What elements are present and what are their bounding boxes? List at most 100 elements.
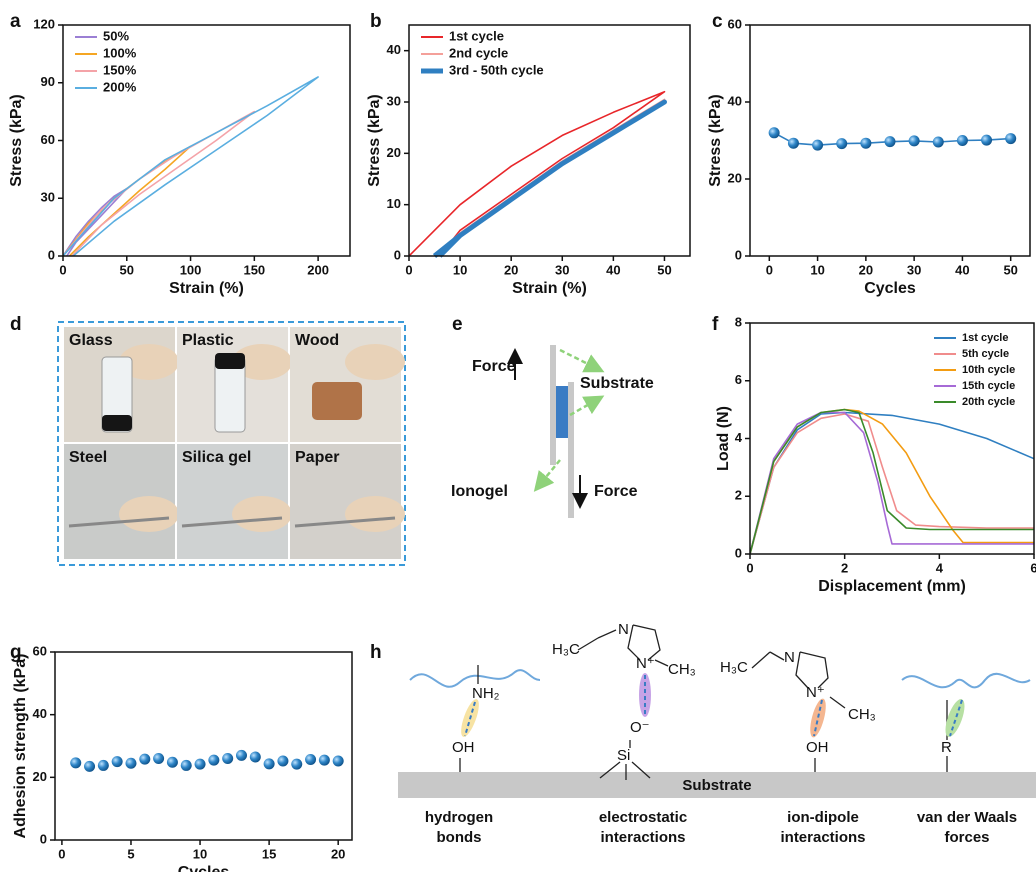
- x-tick-label: 10: [453, 262, 467, 277]
- label: Force: [472, 358, 516, 375]
- atom-label: Si: [617, 747, 630, 764]
- series-line: [432, 99, 667, 258]
- substrate-strip: [568, 382, 574, 518]
- plot-area: [409, 90, 667, 258]
- marker: [908, 135, 920, 147]
- panel-label: c: [712, 11, 723, 32]
- atom-label: N⁺: [806, 684, 825, 701]
- caption: ion-dipole: [787, 809, 859, 826]
- x-tick-label: 200: [307, 262, 329, 277]
- x-tick-label: 20: [331, 846, 345, 861]
- series-line: [63, 110, 256, 257]
- x-tick-label: 15: [262, 846, 276, 861]
- x-tick-label: 0: [58, 846, 65, 861]
- panel-label: a: [10, 11, 21, 32]
- marker: [1005, 133, 1017, 145]
- atoms: NH₂ OH H₃C N N⁺ CH₃ O⁻Si H₃C N N⁺ CH₃ OH R: [452, 621, 952, 764]
- x-axis-label: Strain (%): [169, 280, 244, 297]
- atom-label: CH₃: [848, 706, 876, 723]
- cap: [215, 353, 245, 369]
- x-tick-label: 150: [243, 262, 265, 277]
- y-tick-label: 20: [387, 145, 401, 160]
- y-tick-label: 0: [735, 247, 742, 262]
- marker: [787, 137, 799, 149]
- legend-label: 150%: [103, 62, 137, 77]
- marker: [332, 755, 344, 767]
- marker: [932, 136, 944, 148]
- plot-area: [70, 749, 344, 772]
- plot-area: [63, 76, 319, 257]
- panel-label: g: [10, 642, 22, 663]
- panel-label: d: [10, 314, 22, 335]
- caption: interactions: [780, 829, 865, 846]
- x-tick-label: 30: [555, 262, 569, 277]
- photo-label: Paper: [295, 449, 339, 466]
- x-tick-label: 50: [657, 262, 671, 277]
- y-tick-label: 60: [41, 132, 55, 147]
- interaction: [639, 673, 651, 717]
- x-tick-label: 50: [120, 262, 134, 277]
- marker: [768, 127, 780, 139]
- dashed-bonds: [464, 675, 963, 737]
- pointer: [569, 395, 605, 417]
- x-tick-label: 0: [746, 560, 753, 575]
- chart: c 0 10 20 30 40 50 0 20 40 60 Cycles Stress (kPa): [707, 11, 1031, 297]
- legend-label: 20th cycle: [962, 396, 1015, 408]
- atom-label: OH: [452, 739, 475, 756]
- x-tick-label: 2: [841, 560, 848, 575]
- marker: [305, 753, 317, 765]
- y-axis-label: Load (N): [715, 406, 732, 471]
- photo-label: Plastic: [182, 332, 234, 349]
- atom-label: CH₃: [668, 661, 696, 678]
- axes-frame: [408, 24, 691, 257]
- ionogel-layer: [556, 386, 568, 438]
- caption: bonds: [437, 829, 482, 846]
- ionogel: [102, 415, 132, 431]
- sheet: [68, 516, 170, 528]
- legend-label: 200%: [103, 79, 137, 94]
- hand: [232, 344, 292, 380]
- marker: [249, 751, 261, 763]
- legend-label: 50%: [103, 28, 129, 43]
- y-tick-label: 2: [735, 488, 742, 503]
- x-tick-label: 10: [810, 262, 824, 277]
- x-tick-label: 6: [1030, 560, 1036, 575]
- marker: [208, 754, 220, 766]
- y-axis-label: Stress (kPa): [8, 94, 25, 187]
- y-tick-label: 6: [735, 372, 742, 387]
- caption: van der Waals: [917, 809, 1017, 826]
- marker: [981, 134, 993, 146]
- marker: [125, 757, 137, 769]
- x-tick-label: 30: [907, 262, 921, 277]
- legend-label: 100%: [103, 45, 137, 60]
- atom-label: N: [618, 621, 629, 638]
- marker: [84, 760, 96, 772]
- atom-label: H₃C: [552, 641, 580, 658]
- sheet: [181, 516, 283, 528]
- marker: [139, 753, 151, 765]
- marker: [812, 139, 824, 151]
- y-tick-label: 90: [41, 74, 55, 89]
- y-tick-label: 30: [387, 93, 401, 108]
- atom-label: NH₂: [472, 685, 500, 702]
- pointer: [559, 348, 605, 373]
- series-line: [63, 145, 192, 257]
- label: Substrate: [580, 375, 654, 392]
- caption: electrostatic: [599, 809, 687, 826]
- photo-panel: d Glass Plastic Wood Steel Silica gel Paper: [10, 314, 406, 566]
- atom-label: R: [941, 739, 952, 756]
- x-tick-label: 0: [59, 262, 66, 277]
- label: Ionogel: [451, 483, 508, 500]
- y-tick-label: 40: [387, 42, 401, 57]
- atom-label: H₃C: [720, 659, 748, 676]
- panel-label: h: [370, 642, 382, 663]
- interaction: [810, 698, 826, 738]
- x-tick-label: 40: [955, 262, 969, 277]
- photo-label: Steel: [69, 449, 107, 466]
- y-tick-label: 0: [40, 831, 47, 846]
- atom-label: OH: [806, 739, 829, 756]
- x-tick-label: 40: [606, 262, 620, 277]
- photo-grid: Glass Plastic Wood Steel Silica gel Paper: [64, 327, 405, 559]
- legend-label: 2nd cycle: [449, 45, 508, 60]
- axes-frame: [749, 24, 1031, 257]
